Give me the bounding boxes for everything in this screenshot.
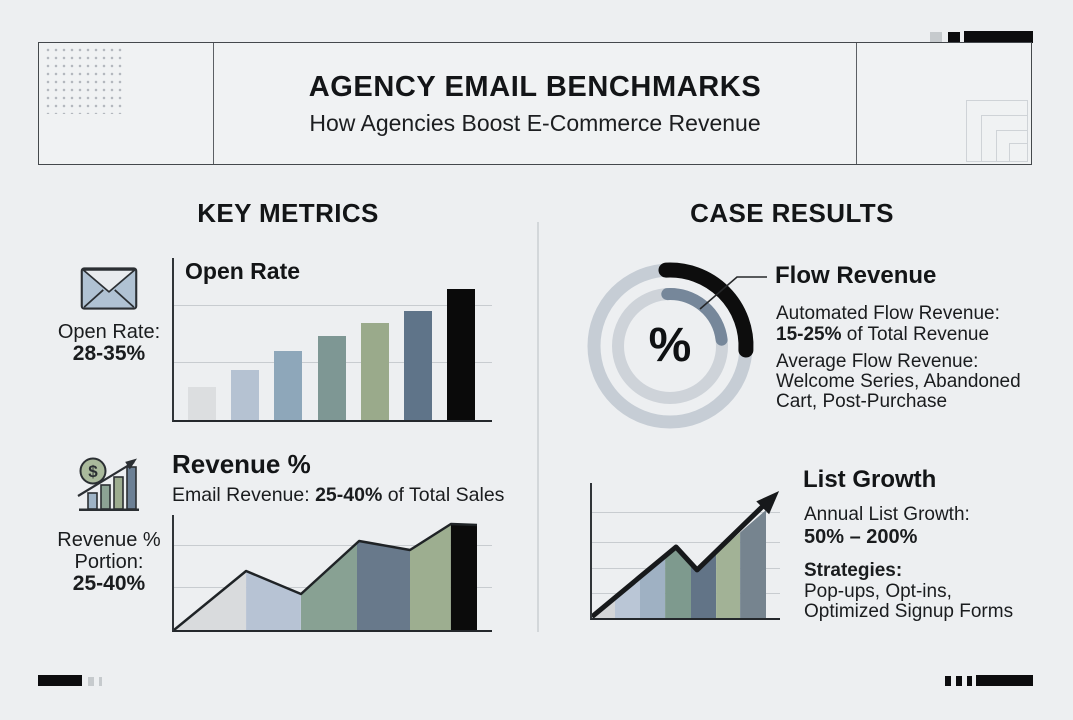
gridline (592, 512, 780, 514)
dollar-growth-icon: $ (77, 457, 139, 512)
list-growth-line5: Optimized Signup Forms (804, 601, 1014, 622)
open-rate-stat-value: 28-35% (72, 342, 146, 365)
open-rate-bar (317, 336, 346, 420)
decor-black-bar-bottom-left (38, 675, 82, 686)
decor-black-square-bottom-1 (945, 676, 951, 686)
dot-pattern (44, 46, 124, 114)
decor-black-bar-bottom-right (976, 675, 1033, 686)
revenue-stat: Revenue % Portion: 25-40% (40, 529, 178, 595)
header-left-cell (39, 43, 214, 164)
area-outline (174, 522, 478, 630)
area-band (640, 510, 666, 618)
page-title: AGENCY EMAIL BENCHMARKS (308, 70, 762, 103)
revenue-stat-value: 25-40% (72, 572, 146, 595)
open-rate-bar (274, 350, 303, 420)
decor-black-square-bottom-2 (956, 676, 962, 686)
revenue-subtitle-prefix: Email Revenue: (172, 484, 316, 506)
list-growth-area-svg (592, 491, 780, 618)
open-rate-bar (447, 289, 476, 420)
gridline (174, 305, 492, 307)
decor-black-square-top (948, 32, 960, 43)
revenue-area-svg (174, 522, 478, 630)
list-growth-line2: 50% – 200% (804, 526, 918, 548)
open-rate-bar (231, 370, 260, 420)
area-band (301, 524, 358, 630)
decor-gray-square-top (930, 32, 942, 43)
dollar-symbol: $ (88, 462, 98, 481)
header-title-cell: AGENCY EMAIL BENCHMARKS How Agencies Boo… (215, 43, 855, 164)
decor-gray-square-bottom-2 (99, 677, 102, 686)
list-growth-chart (590, 483, 780, 620)
donut-arc (658, 262, 754, 358)
revenue-chart-title: Revenue % (172, 449, 311, 479)
percent-donut-chart (587, 262, 754, 429)
open-rate-bars (174, 258, 492, 420)
open-rate-bar (360, 323, 389, 420)
gridline (174, 545, 492, 547)
envelope-icon (80, 267, 138, 310)
flow-revenue-line5: Cart, Post-Purchase (776, 391, 948, 412)
open-rate-bar-chart: Open Rate (172, 258, 492, 422)
header-panel: AGENCY EMAIL BENCHMARKS How Agencies Boo… (38, 42, 1032, 165)
open-rate-stat-label: Open Rate: (57, 321, 161, 343)
revenue-stat-label-1: Revenue % (57, 529, 161, 551)
area-band (246, 524, 301, 630)
flow-revenue-line2-bold: 15-25% (776, 324, 842, 345)
open-rate-bar (404, 311, 432, 420)
trend-line (592, 503, 766, 618)
revenue-area-chart (172, 515, 492, 632)
key-metrics-heading: KEY METRICS (197, 198, 379, 228)
open-rate-stat: Open Rate: 28-35% (40, 321, 178, 365)
page-subtitle: How Agencies Boost E-Commerce Revenue (309, 109, 761, 136)
gridline (592, 542, 780, 544)
area-band (174, 524, 247, 630)
revenue-stat-label-2: Portion: (74, 551, 144, 573)
donut-percent-label: % (648, 319, 692, 372)
flow-revenue-title: Flow Revenue (775, 262, 937, 289)
open-rate-bar (188, 387, 216, 420)
revenue-subtitle-bold: 25-40% (315, 484, 383, 506)
list-growth-line4: Pop-ups, Opt-ins, (804, 581, 952, 602)
case-results-heading: CASE RESULTS (690, 198, 894, 228)
list-growth-title: List Growth (803, 466, 937, 493)
flow-revenue-line3: Average Flow Revenue: (776, 351, 979, 372)
open-rate-chart-title: Open Rate (185, 258, 301, 284)
flow-revenue-line2: 15-25% of Total Revenue (776, 325, 989, 345)
area-band (450, 524, 477, 630)
decor-gray-square-bottom-1 (88, 677, 94, 686)
list-growth-line3: Strategies: (804, 560, 903, 581)
arrowhead (756, 491, 780, 515)
callout-line (699, 276, 767, 310)
area-band (357, 524, 410, 630)
flow-revenue-line2-rest: of Total Revenue (841, 324, 990, 345)
revenue-subtitle: Email Revenue: 25-40% of Total Sales (172, 484, 504, 507)
header-right-cell (856, 43, 1031, 164)
flow-revenue-line4: Welcome Series, Abandoned (776, 371, 1021, 392)
flow-revenue-line1: Automated Flow Revenue: (776, 303, 1000, 324)
decor-black-square-bottom-3 (967, 676, 972, 686)
area-band (615, 510, 641, 618)
revenue-subtitle-suffix: of Total Sales (382, 484, 505, 506)
column-divider (537, 222, 539, 632)
list-growth-line1: Annual List Growth: (804, 504, 970, 525)
nested-square-decor (1009, 143, 1028, 162)
area-band (410, 524, 451, 630)
decor-black-bar-top-right (964, 31, 1033, 43)
area-band (691, 510, 717, 618)
